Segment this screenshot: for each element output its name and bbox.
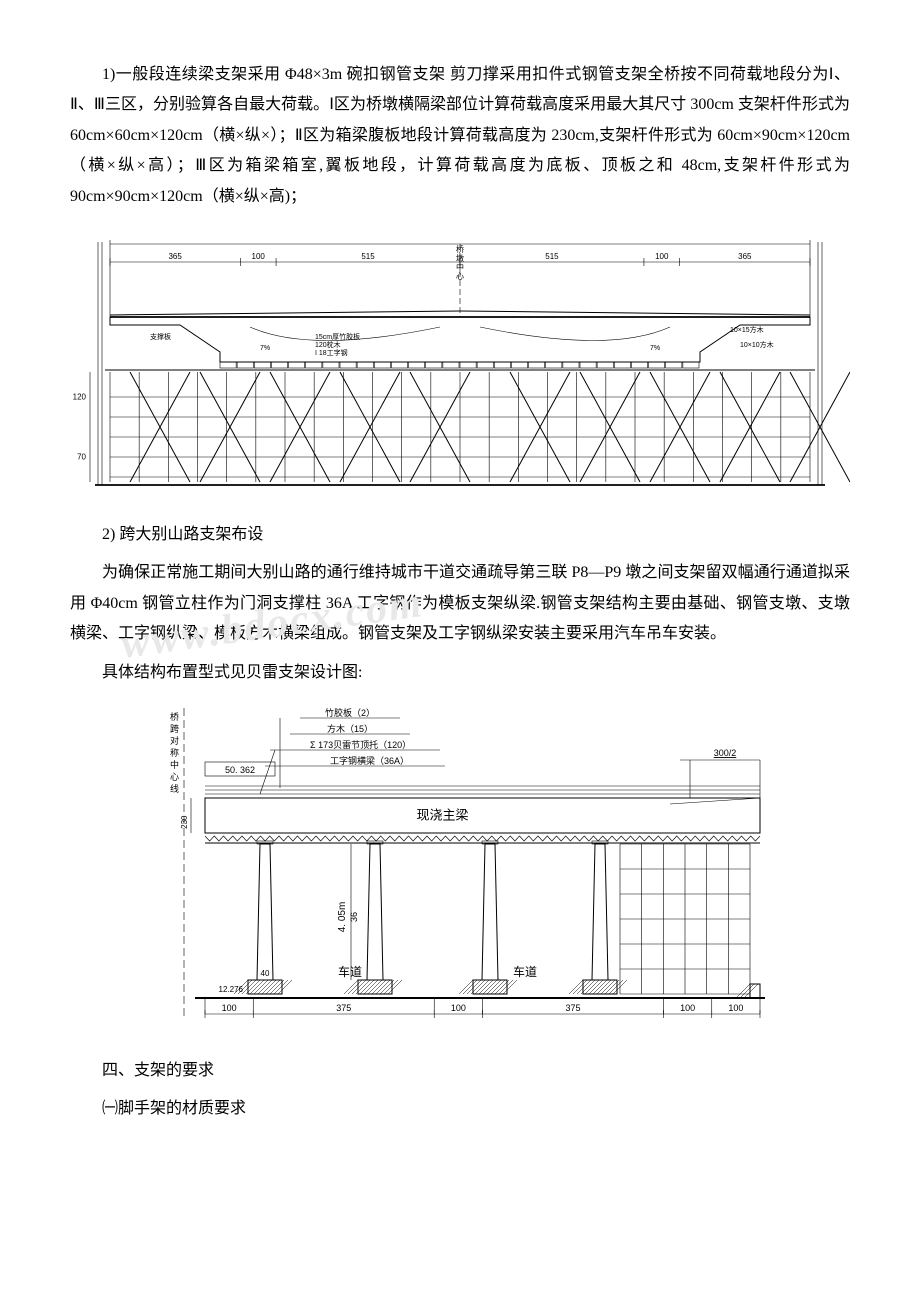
svg-text:100: 100 <box>252 252 266 261</box>
paragraph-4: 具体结构布置型式见贝雷支架设计图: <box>70 658 850 688</box>
svg-text:70: 70 <box>77 452 86 461</box>
figure-1-cross-section: 365100515515100365桥墩中心15cm厚竹胶板120枕木I 18工… <box>70 222 850 502</box>
svg-text:心: 心 <box>170 772 179 782</box>
figure-2-beilei-design: 桥跨对称中心线 竹胶板（2） 方木（15） Σ 173贝雷节顶托（120） 工字钢横梁（… <box>150 698 770 1038</box>
svg-text:称: 称 <box>170 747 179 758</box>
svg-text:100: 100 <box>680 1003 695 1013</box>
svg-text:100: 100 <box>655 252 669 261</box>
paragraph-2: 2) 跨大别山路支架布设 <box>70 520 850 550</box>
paragraph-5: 四、支架的要求 <box>70 1056 850 1086</box>
svg-text:跨: 跨 <box>170 724 179 734</box>
svg-text:120枕木: 120枕木 <box>315 340 341 349</box>
svg-text:10×15方木: 10×15方木 <box>730 325 764 334</box>
svg-text:12.276: 12.276 <box>219 985 244 994</box>
svg-text:对: 对 <box>170 735 179 746</box>
svg-text:车道: 车道 <box>513 964 537 979</box>
svg-text:7%: 7% <box>260 345 270 352</box>
svg-text:40: 40 <box>261 969 270 978</box>
svg-text:365: 365 <box>168 252 182 261</box>
svg-text:50. 362: 50. 362 <box>225 765 255 775</box>
svg-text:10×10方木: 10×10方木 <box>740 340 774 349</box>
svg-text:I 18工字钢: I 18工字钢 <box>315 348 348 357</box>
svg-text:15cm厚竹胶板: 15cm厚竹胶板 <box>315 332 360 341</box>
svg-text:4. 05m: 4. 05m <box>337 902 348 933</box>
svg-text:100: 100 <box>728 1003 743 1013</box>
svg-text:375: 375 <box>336 1003 351 1013</box>
paragraph-3: 为确保正常施工期间大别山路的通行维持城市干道交通疏导第三联 P8—P9 墩之间支… <box>70 558 850 649</box>
svg-text:7%: 7% <box>650 345 660 352</box>
paragraph-6: ㈠脚手架的材质要求 <box>70 1094 850 1124</box>
svg-text:120: 120 <box>73 392 87 401</box>
paragraph-1: 1)一般段连续梁支架采用 Φ48×3m 碗扣钢管支架 剪刀撑采用扣件式钢管支架全… <box>70 60 850 212</box>
svg-text:365: 365 <box>738 252 752 261</box>
svg-text:车道: 车道 <box>338 964 362 979</box>
svg-text:工字钢横梁（36A）: 工字钢横梁（36A） <box>330 755 409 766</box>
svg-text:方木（15）: 方木（15） <box>327 723 373 734</box>
svg-text:桥: 桥 <box>170 711 179 722</box>
svg-text:线: 线 <box>170 783 179 794</box>
svg-text:36: 36 <box>349 912 359 922</box>
svg-text:竹胶板（2）: 竹胶板（2） <box>325 707 375 718</box>
svg-text:中: 中 <box>170 759 179 770</box>
svg-text:230: 230 <box>180 815 189 829</box>
svg-text:Σ 173贝雷节顶托（120）: Σ 173贝雷节顶托（120） <box>310 739 411 750</box>
svg-text:100: 100 <box>451 1003 466 1013</box>
svg-text:100: 100 <box>222 1003 237 1013</box>
svg-text:支撑板: 支撑板 <box>150 332 171 341</box>
svg-text:现浇主梁: 现浇主梁 <box>416 807 468 822</box>
svg-text:515: 515 <box>545 252 559 261</box>
svg-text:300/2: 300/2 <box>714 748 737 758</box>
svg-text:515: 515 <box>361 252 375 261</box>
svg-text:375: 375 <box>565 1003 580 1013</box>
